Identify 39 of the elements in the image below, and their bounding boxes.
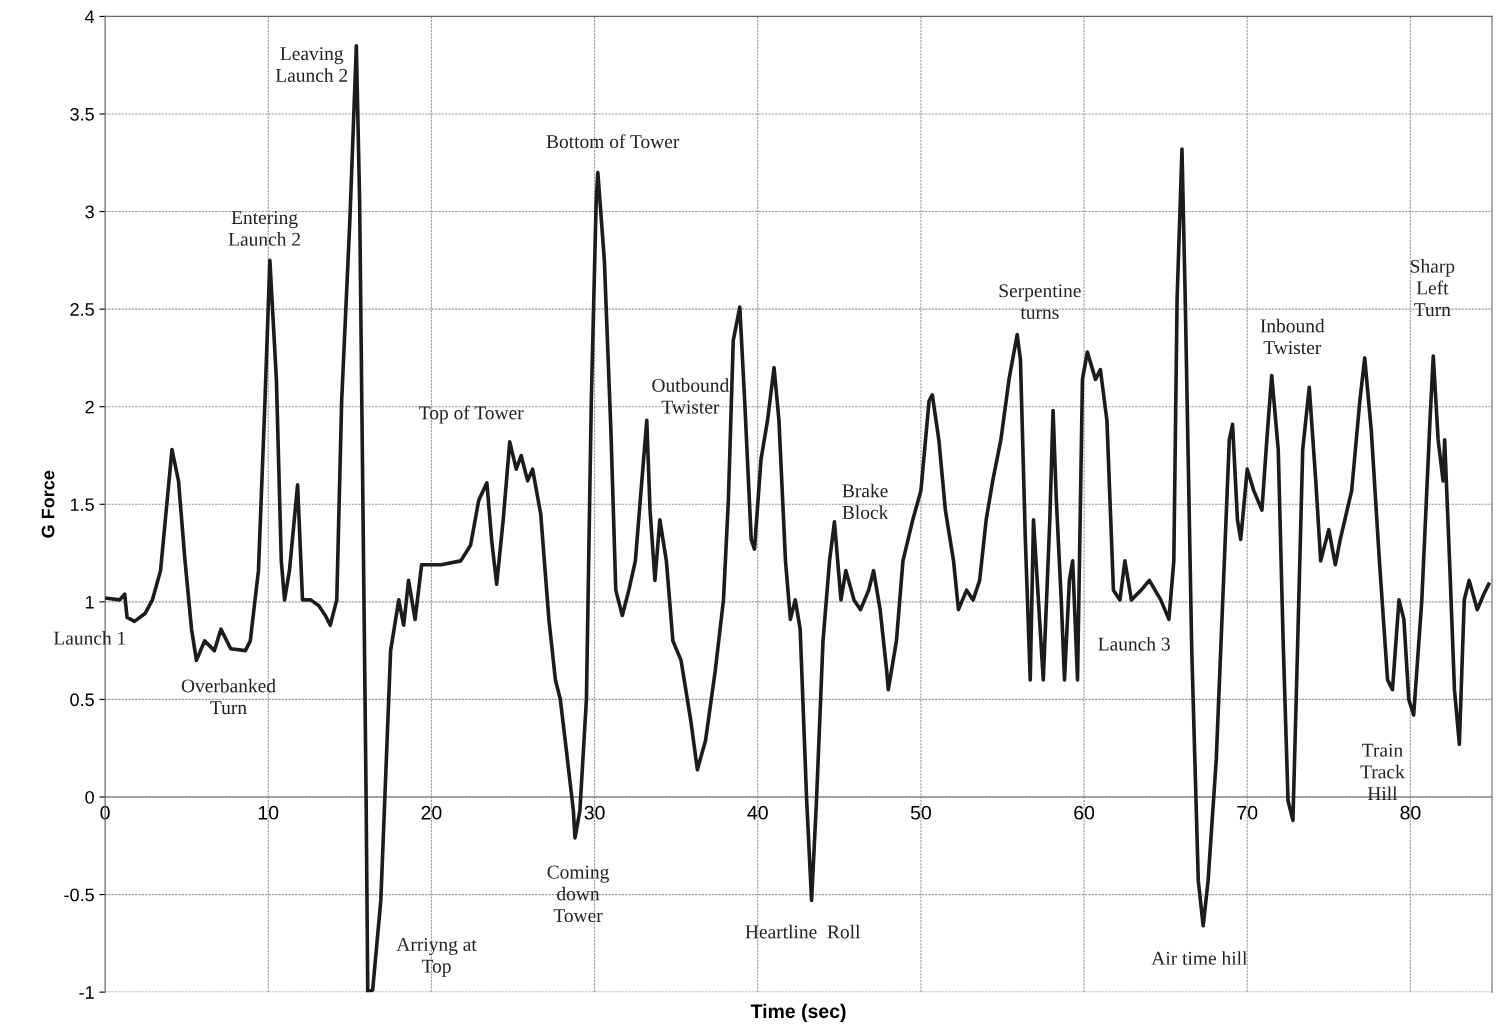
y-tick-label: -0.5 xyxy=(64,888,94,902)
x-tick-label: 70 xyxy=(1237,805,1258,820)
x-tick-label: 40 xyxy=(747,805,768,820)
annotation: Entering Launch 2 xyxy=(228,211,300,246)
y-tick-label: 3.5 xyxy=(70,107,94,121)
annotation: Bottom of Tower xyxy=(546,134,680,149)
y-tick-label: 1.5 xyxy=(70,498,94,511)
annotation: Arriyng at Top xyxy=(396,937,477,977)
y-tick-label: -1 xyxy=(79,986,94,999)
annotation: Outbound Twister xyxy=(652,378,729,414)
x-tick-label: 60 xyxy=(1074,805,1095,820)
x-tick-label: 10 xyxy=(258,805,279,820)
annotation: Launch 1 xyxy=(53,631,126,645)
annotation: Train Track Hill xyxy=(1360,743,1405,800)
x-axis-title: Time (sec) xyxy=(750,1003,846,1022)
y-tick-label: 3 xyxy=(85,205,94,219)
annotation: Air time hill xyxy=(1151,951,1248,965)
x-tick-label: 0 xyxy=(100,805,110,820)
annotation: Launch 3 xyxy=(1098,636,1170,651)
annotation: Leaving Launch 2 xyxy=(275,47,348,82)
x-tick-label: 50 xyxy=(910,805,931,820)
y-tick-label: 1 xyxy=(85,595,94,609)
annotation: Sharp Left Turn xyxy=(1410,259,1455,317)
annotation: Coming down Tower xyxy=(547,865,609,923)
y-tick-label: 0 xyxy=(85,790,94,804)
y-tick-label: 4 xyxy=(85,10,95,23)
x-tick-label: 80 xyxy=(1400,805,1421,820)
annotation: Inbound Twister xyxy=(1260,318,1325,355)
y-tick-label: 0.5 xyxy=(70,693,94,707)
x-tick-label: 20 xyxy=(421,805,442,820)
y-axis-title: G Force xyxy=(41,470,55,538)
y-tick-label: 2 xyxy=(85,400,94,414)
annotation: Serpentine turns xyxy=(999,284,1081,319)
x-tick-label: 30 xyxy=(584,805,605,820)
annotation: Heartline Roll xyxy=(745,924,861,939)
annotation: Overbanked Turn xyxy=(181,678,276,715)
annotation: Brake Block xyxy=(842,483,889,520)
y-tick-label: 2.5 xyxy=(70,303,94,316)
annotation: Top of Tower xyxy=(419,405,524,424)
